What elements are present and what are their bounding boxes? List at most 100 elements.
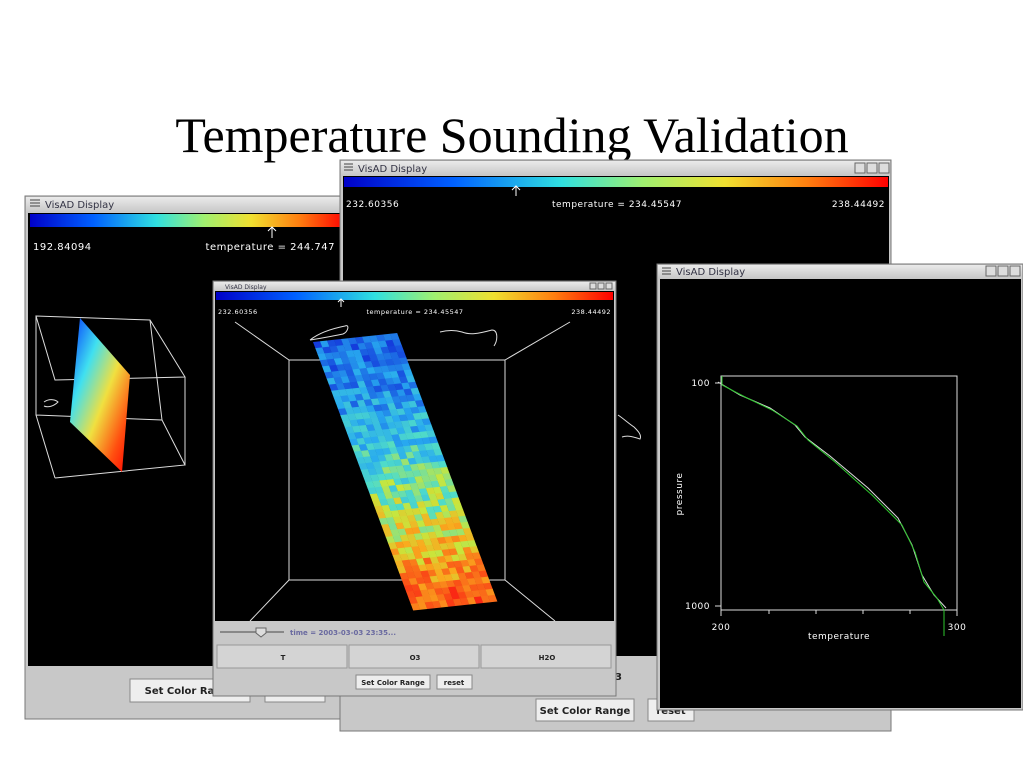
- button-label[interactable]: reset: [656, 706, 685, 717]
- heat-cell: [352, 368, 363, 377]
- heat-cell: [401, 540, 412, 549]
- slider-thumb[interactable]: [255, 627, 267, 638]
- button-label[interactable]: reset: [444, 679, 465, 687]
- window-controls[interactable]: [985, 265, 1021, 277]
- heat-cell: [333, 377, 344, 385]
- heat-cell: [467, 540, 477, 548]
- heat-cell: [372, 442, 383, 450]
- heatmap: [313, 332, 498, 611]
- button-label[interactable]: Set Color Range: [361, 679, 425, 687]
- heat-cell: [417, 583, 428, 591]
- plot-box: [720, 375, 958, 611]
- range-min: 232.60356: [346, 200, 399, 210]
- heat-cell: [408, 597, 419, 605]
- heat-cell: [399, 515, 410, 524]
- heat-cell: [417, 602, 428, 610]
- heat-cell: [365, 462, 376, 470]
- heat-cell: [405, 432, 416, 441]
- heat-cell: [373, 385, 383, 393]
- heat-cell: [407, 476, 417, 485]
- heat-cell: [478, 570, 489, 578]
- window-profile: VisAD Display 100 1000 200 300 temperatu…: [656, 263, 1023, 711]
- heat-cell: [380, 403, 390, 412]
- heat-cell: [329, 345, 339, 354]
- heat-cell: [425, 544, 435, 552]
- heat-cell: [424, 582, 435, 591]
- heat-cell: [410, 584, 421, 592]
- heat-cell: [368, 430, 378, 438]
- heat-cell: [428, 455, 439, 463]
- tab-label[interactable]: O3: [410, 654, 421, 662]
- slider-label: time = 2003-03-03 23:35...: [290, 629, 396, 637]
- heat-cell: [363, 418, 374, 426]
- button[interactable]: [535, 698, 635, 722]
- heat-cell: [406, 571, 417, 580]
- tab[interactable]: [480, 644, 612, 669]
- heat-cell: [412, 431, 423, 440]
- heat-cell: [402, 483, 413, 492]
- tab[interactable]: [348, 644, 480, 669]
- heat-cell: [377, 378, 388, 387]
- tab-label[interactable]: T: [281, 654, 286, 662]
- heat-cell: [411, 565, 421, 573]
- heat-cell: [395, 465, 406, 473]
- heat-cell: [401, 578, 412, 587]
- heat-cell: [445, 599, 456, 607]
- heat-cell: [372, 404, 383, 412]
- heat-cell: [382, 409, 392, 418]
- heat-cell: [366, 348, 377, 356]
- heat-cell: [410, 406, 420, 415]
- heat-cell: [436, 594, 447, 602]
- heat-cell: [462, 584, 472, 593]
- heat-cell: [404, 527, 415, 536]
- heat-cell: [400, 477, 410, 485]
- heat-cell: [398, 433, 409, 441]
- button[interactable]: [355, 674, 431, 690]
- heat-cell: [462, 565, 473, 574]
- heat-cell: [443, 555, 454, 563]
- readout: temperature = 244.747: [206, 242, 335, 253]
- heat-cell: [459, 597, 470, 606]
- heat-cell: [319, 340, 330, 348]
- button-label[interactable]: Set Color Range: [145, 686, 236, 697]
- heat-cell: [367, 449, 378, 457]
- window-controls[interactable]: [854, 162, 890, 174]
- heat-cell: [409, 539, 419, 548]
- heat-cell: [399, 534, 410, 543]
- button-label[interactable]: Set Color Range: [540, 706, 631, 717]
- heat-cell: [393, 440, 404, 448]
- heat-cell: [421, 456, 432, 464]
- heat-cell: [429, 594, 440, 603]
- heat-cell: [397, 490, 408, 498]
- heat-cell: [386, 441, 397, 449]
- button[interactable]: [436, 674, 473, 690]
- heat-cell: [419, 450, 429, 458]
- heat-cell: [365, 481, 375, 489]
- heat-cell: [422, 538, 433, 546]
- tab[interactable]: [216, 644, 348, 669]
- heat-cell: [359, 386, 369, 395]
- heat-cell: [446, 523, 457, 531]
- heat-cell: [400, 439, 411, 447]
- heat-cell: [471, 590, 482, 598]
- heat-cell: [409, 463, 420, 472]
- heat-cell: [388, 466, 399, 474]
- heat-cell: [466, 578, 477, 586]
- heat-cell: [340, 357, 351, 365]
- window-controls[interactable]: [589, 282, 613, 290]
- heat-cell: [391, 434, 402, 442]
- heat-cell: [439, 505, 450, 513]
- heat-cell: [419, 412, 430, 420]
- heat-cell: [386, 479, 396, 487]
- heat-cell: [390, 472, 401, 480]
- heat-cell: [385, 339, 395, 348]
- heat-cell: [359, 367, 370, 376]
- heat-cell: [433, 448, 443, 457]
- heat-cell: [399, 572, 410, 581]
- heat-cell: [401, 363, 412, 371]
- heat-cell: [370, 417, 381, 425]
- heat-cell: [313, 341, 323, 349]
- heat-cell: [350, 362, 360, 370]
- heat-cell: [416, 501, 427, 509]
- tab-label[interactable]: H2O: [539, 654, 556, 662]
